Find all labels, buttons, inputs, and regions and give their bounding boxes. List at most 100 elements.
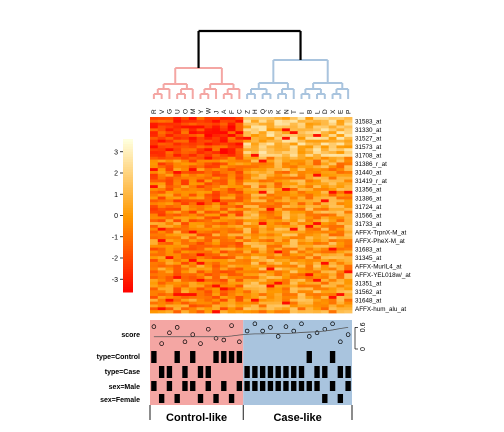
heat-cell	[258, 307, 267, 311]
heat-cell	[150, 298, 159, 303]
heat-cell	[173, 239, 182, 243]
heat-cell	[313, 153, 322, 158]
heat-cell	[188, 179, 198, 183]
heat-cell	[297, 148, 306, 152]
heat-cell	[305, 134, 314, 138]
heat-cell	[173, 148, 182, 152]
heat-cell	[258, 153, 267, 158]
heat-cell	[282, 244, 291, 249]
heat-cell	[251, 188, 260, 192]
heat-cell	[235, 139, 244, 143]
color-key-segment	[123, 215, 133, 219]
heat-cell	[181, 236, 190, 240]
indicator-cell	[329, 351, 336, 363]
heat-cell	[251, 193, 260, 197]
heat-cell	[328, 153, 337, 158]
color-key-segment	[123, 156, 133, 160]
column-dendrogram	[152, 29, 350, 99]
heat-cell	[227, 213, 236, 217]
heat-cell	[188, 293, 198, 297]
heat-cell	[328, 287, 337, 291]
heat-cell	[282, 250, 291, 254]
heat-cell	[165, 159, 174, 163]
heat-cell	[266, 185, 275, 189]
heat-cell	[165, 295, 174, 300]
color-key-tick-label: -1	[112, 234, 118, 241]
heat-cell	[274, 148, 283, 152]
indicator-cell	[205, 366, 211, 378]
heat-cell	[328, 239, 337, 243]
heat-cell	[320, 219, 330, 223]
color-key-segment	[123, 263, 133, 267]
heat-cell	[258, 182, 267, 186]
color-key-segment	[123, 192, 133, 196]
score-point	[252, 321, 258, 327]
heat-cell	[274, 156, 283, 161]
heat-cell	[297, 267, 306, 271]
heat-cell	[212, 128, 221, 132]
heat-cell	[274, 264, 283, 268]
color-key-segment	[123, 279, 133, 283]
heat-cell	[297, 293, 306, 297]
heat-cell	[227, 168, 236, 172]
heat-cell	[150, 250, 159, 254]
heat-cell	[258, 219, 267, 223]
heat-cell	[235, 185, 244, 189]
heat-cell	[173, 281, 182, 285]
heat-cell	[313, 182, 322, 186]
heat-cell	[165, 270, 174, 274]
heat-cell	[212, 261, 221, 266]
heat-cell	[266, 239, 275, 243]
heat-cell	[344, 179, 353, 183]
heat-cell	[305, 227, 314, 232]
heat-cell	[320, 193, 330, 197]
heat-cell	[196, 173, 205, 178]
heat-cell	[165, 273, 174, 277]
heat-cell	[266, 310, 275, 314]
heat-cell	[320, 162, 330, 166]
heat-cell	[212, 267, 221, 271]
heat-cell	[204, 244, 213, 249]
heat-cell	[274, 207, 283, 212]
heat-cell	[336, 293, 345, 297]
heat-cell	[188, 310, 198, 314]
heat-cell	[212, 298, 221, 303]
heat-cell	[328, 188, 337, 192]
heat-cell	[297, 117, 306, 121]
heat-cell	[328, 207, 337, 212]
indicator-cell	[228, 394, 235, 403]
heat-cell	[157, 117, 166, 121]
heat-cell	[289, 230, 299, 234]
heat-cell	[251, 310, 260, 314]
heat-cell	[274, 273, 283, 277]
heat-cell	[227, 119, 236, 124]
heat-cell	[165, 134, 174, 138]
heat-cell	[328, 233, 337, 237]
heat-cell	[289, 276, 299, 280]
heat-cell	[235, 134, 244, 138]
heat-cell	[297, 168, 306, 172]
heat-cell	[227, 227, 236, 232]
indicator-cell	[213, 351, 219, 363]
heat-cell	[219, 210, 229, 214]
heat-cell	[305, 219, 314, 223]
color-key-segment	[123, 172, 133, 176]
heat-cell	[266, 196, 275, 200]
heat-cell	[165, 156, 174, 161]
heat-cell	[336, 199, 345, 203]
heat-cell	[150, 128, 159, 132]
heat-cell	[204, 253, 213, 257]
heat-cell	[235, 219, 244, 223]
heat-cell	[243, 165, 252, 169]
heat-cell	[336, 145, 345, 149]
heat-cell	[258, 261, 267, 266]
heat-cell	[282, 207, 291, 212]
heat-cell	[336, 301, 345, 305]
heat-cell	[313, 156, 322, 161]
heat-cell	[157, 273, 166, 277]
heat-cell	[251, 233, 260, 237]
heat-cell	[266, 256, 275, 260]
heat-cell	[150, 193, 159, 197]
heat-cell	[258, 202, 267, 206]
heat-cell	[336, 122, 345, 126]
